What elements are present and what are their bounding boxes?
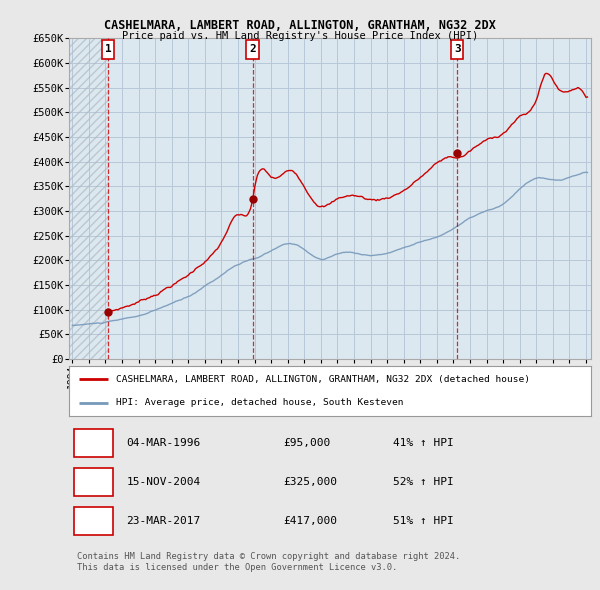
Text: £417,000: £417,000	[283, 516, 337, 526]
Text: 1: 1	[90, 436, 97, 450]
Text: 3: 3	[90, 514, 97, 527]
Text: HPI: Average price, detached house, South Kesteven: HPI: Average price, detached house, Sout…	[116, 398, 403, 407]
Text: 52% ↑ HPI: 52% ↑ HPI	[392, 477, 454, 487]
Text: 2: 2	[249, 44, 256, 54]
Text: Price paid vs. HM Land Registry's House Price Index (HPI): Price paid vs. HM Land Registry's House …	[122, 31, 478, 41]
Text: £325,000: £325,000	[283, 477, 337, 487]
Bar	[69, 38, 108, 359]
Text: £95,000: £95,000	[283, 438, 330, 448]
Text: Contains HM Land Registry data © Crown copyright and database right 2024.
This d: Contains HM Land Registry data © Crown c…	[77, 552, 460, 572]
FancyBboxPatch shape	[74, 468, 113, 496]
Text: 15-NOV-2004: 15-NOV-2004	[127, 477, 200, 487]
Text: CASHELMARA, LAMBERT ROAD, ALLINGTON, GRANTHAM, NG32 2DX (detached house): CASHELMARA, LAMBERT ROAD, ALLINGTON, GRA…	[116, 375, 530, 384]
FancyBboxPatch shape	[247, 40, 259, 58]
Text: 04-MAR-1996: 04-MAR-1996	[127, 438, 200, 448]
FancyBboxPatch shape	[74, 428, 113, 457]
Text: CASHELMARA, LAMBERT ROAD, ALLINGTON, GRANTHAM, NG32 2DX: CASHELMARA, LAMBERT ROAD, ALLINGTON, GRA…	[104, 19, 496, 32]
FancyBboxPatch shape	[102, 40, 115, 58]
Text: 23-MAR-2017: 23-MAR-2017	[127, 516, 200, 526]
FancyBboxPatch shape	[74, 507, 113, 535]
Text: 1: 1	[105, 44, 112, 54]
Text: 51% ↑ HPI: 51% ↑ HPI	[392, 516, 454, 526]
Text: 2: 2	[90, 476, 97, 489]
Text: 3: 3	[454, 44, 461, 54]
FancyBboxPatch shape	[451, 40, 463, 58]
Text: 41% ↑ HPI: 41% ↑ HPI	[392, 438, 454, 448]
